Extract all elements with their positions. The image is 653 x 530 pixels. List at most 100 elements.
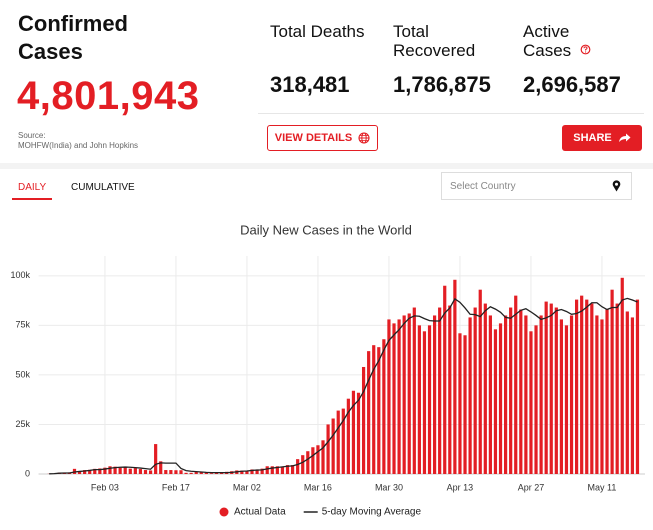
bar — [519, 309, 523, 474]
bar — [377, 347, 381, 474]
select-placeholder: Select Country — [450, 180, 516, 192]
x-tick-label: May 11 — [588, 482, 617, 492]
bar — [524, 315, 528, 474]
divider-band — [0, 163, 653, 169]
bar — [630, 317, 634, 474]
bar — [539, 315, 543, 474]
bar — [290, 465, 295, 474]
bar — [620, 277, 624, 474]
stat-value: 318,481 — [270, 72, 350, 97]
x-tick-label: Feb 03 — [91, 482, 119, 492]
header-title: Confirmed Cases — [18, 11, 128, 64]
bar — [564, 325, 569, 474]
bar — [468, 317, 472, 474]
help-icon[interactable] — [580, 44, 591, 55]
bar — [331, 418, 335, 474]
bar — [245, 470, 249, 474]
bar — [169, 470, 173, 474]
source-label: Source: — [18, 131, 46, 140]
bar — [159, 461, 163, 474]
bar — [311, 447, 315, 474]
bar — [554, 307, 558, 474]
bar — [372, 345, 376, 474]
bar — [113, 466, 117, 474]
y-tick-label: 100k — [10, 270, 30, 280]
bar — [488, 315, 492, 474]
country-select[interactable]: Select Country — [441, 172, 632, 200]
confirmed-total: 4,801,943 — [17, 74, 200, 118]
button-label: VIEW DETAILS — [274, 132, 353, 144]
bar — [590, 303, 594, 474]
bar — [463, 335, 467, 474]
y-tick-label: 50k — [15, 369, 30, 379]
view-details-button[interactable]: VIEW DETAILS — [267, 125, 378, 151]
bar — [214, 473, 219, 474]
bar — [143, 470, 148, 474]
bar — [194, 472, 198, 474]
x-tick-label: Feb 17 — [162, 482, 190, 492]
bar — [549, 303, 553, 474]
bar — [83, 470, 87, 474]
globe-icon — [358, 132, 370, 144]
chart-title: Daily New Cases in the World — [240, 222, 412, 237]
bar — [356, 392, 361, 474]
bar — [326, 424, 330, 474]
bar — [575, 299, 579, 474]
bar — [615, 303, 619, 474]
bar — [184, 472, 188, 474]
tab-daily[interactable]: DAILY — [18, 182, 47, 193]
stat-value: 1,786,875 — [393, 72, 491, 97]
bar — [93, 468, 97, 474]
bar — [306, 451, 310, 474]
bar — [301, 455, 305, 474]
bar — [635, 299, 640, 474]
stat-value: 2,696,587 — [523, 72, 621, 97]
bar — [478, 289, 482, 474]
pin-icon — [612, 180, 621, 192]
stat-label: Total Deaths — [270, 22, 365, 41]
bar — [544, 301, 548, 474]
tab-cumulative[interactable]: CUMULATIVE — [71, 182, 135, 193]
x-tick-label: Apr 13 — [447, 482, 474, 492]
bar — [275, 466, 279, 474]
bar — [255, 469, 259, 474]
bar — [498, 323, 503, 474]
bar — [179, 470, 183, 474]
bar — [77, 471, 82, 474]
bar — [412, 307, 416, 474]
x-tick-label: Mar 16 — [304, 482, 332, 492]
legend-label: 5-day Moving Average — [322, 507, 422, 518]
bar — [204, 472, 208, 474]
bar — [402, 315, 406, 474]
y-tick-label: 75k — [15, 320, 30, 330]
stat-label: Active Cases — [523, 22, 572, 60]
tab-underline — [12, 198, 52, 200]
bar — [164, 470, 168, 474]
legend-marker — [219, 507, 229, 517]
bar — [509, 307, 513, 474]
bar — [321, 440, 325, 474]
bar — [250, 469, 254, 474]
bar — [265, 466, 269, 474]
bar — [569, 315, 574, 474]
x-tick-label: Mar 02 — [233, 482, 261, 492]
bar — [270, 466, 274, 474]
bar — [453, 279, 457, 474]
bar — [427, 325, 432, 474]
bar — [154, 444, 158, 474]
bar — [443, 285, 447, 474]
bar — [98, 468, 102, 474]
bar — [600, 319, 604, 474]
moving-average-line — [49, 297, 638, 475]
bar — [432, 315, 437, 474]
share-icon — [618, 133, 631, 142]
x-tick-label: Apr 27 — [518, 482, 545, 492]
share-button[interactable]: SHARE — [562, 125, 642, 151]
bar — [128, 468, 132, 474]
bar — [458, 333, 462, 474]
bar — [397, 319, 401, 474]
bar — [503, 315, 508, 474]
bar — [514, 295, 518, 474]
y-tick-label: 0 — [25, 468, 30, 478]
